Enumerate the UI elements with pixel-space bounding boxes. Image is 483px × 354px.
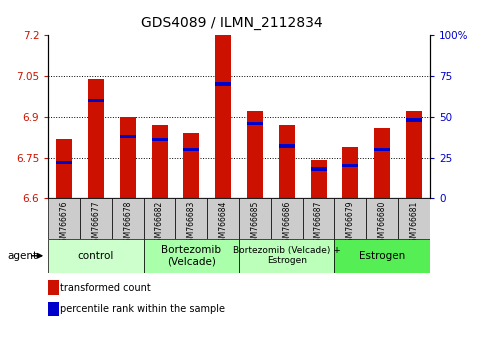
- Bar: [374, 148, 390, 151]
- Bar: [335, 198, 366, 239]
- Bar: [184, 133, 199, 198]
- Bar: [48, 198, 80, 239]
- Text: GSM766679: GSM766679: [346, 200, 355, 247]
- Bar: [80, 198, 112, 239]
- Text: GSM766678: GSM766678: [123, 200, 132, 247]
- Bar: [112, 198, 144, 239]
- Bar: [48, 239, 144, 273]
- Text: GSM766676: GSM766676: [60, 200, 69, 247]
- Text: GDS4089 / ILMN_2112834: GDS4089 / ILMN_2112834: [141, 16, 323, 30]
- Bar: [374, 128, 390, 198]
- Bar: [247, 121, 263, 125]
- Bar: [120, 117, 136, 198]
- Text: GSM766686: GSM766686: [282, 200, 291, 247]
- Bar: [144, 239, 239, 273]
- Text: transformed count: transformed count: [60, 283, 151, 293]
- Bar: [56, 161, 72, 164]
- Text: Bortezomib (Velcade) +
Estrogen: Bortezomib (Velcade) + Estrogen: [233, 246, 341, 266]
- Text: GSM766682: GSM766682: [155, 200, 164, 246]
- Bar: [239, 198, 271, 239]
- Text: GSM766680: GSM766680: [378, 200, 387, 247]
- Bar: [215, 82, 231, 86]
- Bar: [239, 239, 334, 273]
- Text: GSM766681: GSM766681: [410, 200, 418, 246]
- Bar: [48, 280, 58, 295]
- Text: GSM766677: GSM766677: [91, 200, 100, 247]
- Bar: [56, 138, 72, 198]
- Bar: [366, 198, 398, 239]
- Bar: [144, 198, 175, 239]
- Text: percentile rank within the sample: percentile rank within the sample: [60, 304, 225, 314]
- Text: agent: agent: [7, 251, 37, 261]
- Bar: [406, 118, 422, 122]
- Text: control: control: [78, 251, 114, 261]
- Bar: [342, 147, 358, 198]
- Bar: [207, 198, 239, 239]
- Bar: [342, 164, 358, 167]
- Text: GSM766687: GSM766687: [314, 200, 323, 247]
- Bar: [184, 148, 199, 151]
- Bar: [303, 198, 335, 239]
- Bar: [311, 160, 327, 198]
- Text: GSM766683: GSM766683: [187, 200, 196, 247]
- Bar: [335, 239, 430, 273]
- Bar: [152, 125, 168, 198]
- Bar: [406, 112, 422, 198]
- Text: GSM766684: GSM766684: [219, 200, 227, 247]
- Bar: [88, 99, 104, 102]
- Text: Estrogen: Estrogen: [359, 251, 405, 261]
- Text: Bortezomib
(Velcade): Bortezomib (Velcade): [161, 245, 221, 267]
- Bar: [271, 198, 303, 239]
- Bar: [88, 79, 104, 198]
- Bar: [311, 167, 327, 171]
- Bar: [279, 125, 295, 198]
- Bar: [247, 112, 263, 198]
- Bar: [215, 35, 231, 198]
- Bar: [175, 198, 207, 239]
- Bar: [279, 144, 295, 148]
- Text: GSM766685: GSM766685: [251, 200, 259, 247]
- Bar: [152, 138, 168, 141]
- Bar: [48, 302, 58, 316]
- Bar: [398, 198, 430, 239]
- Bar: [120, 135, 136, 138]
